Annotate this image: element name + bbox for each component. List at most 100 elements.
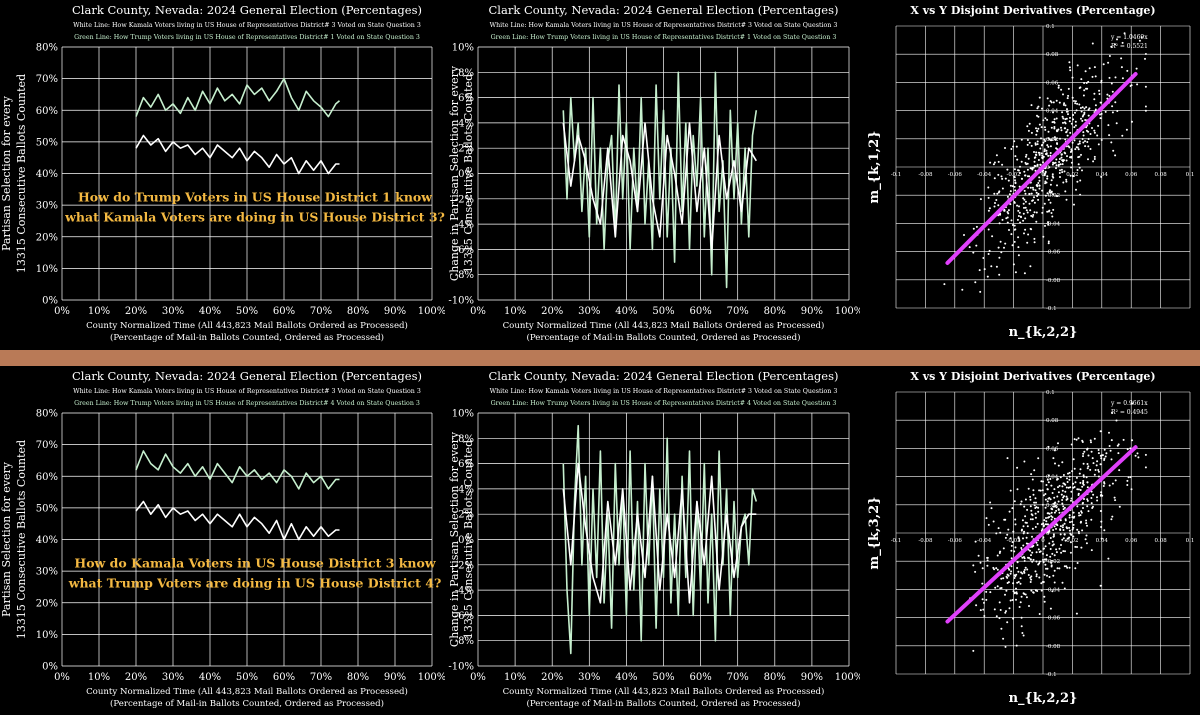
scatter-point xyxy=(1069,69,1072,72)
scatter-point xyxy=(1070,443,1073,446)
chart-title: Clark County, Nevada: 2024 General Elect… xyxy=(489,369,839,383)
scatter-point xyxy=(1079,468,1082,471)
scatter-point xyxy=(1034,570,1037,573)
scatter-point xyxy=(1053,449,1056,452)
scatter-point xyxy=(1090,441,1092,444)
scatter-point xyxy=(1050,179,1053,182)
scatter-point xyxy=(1062,524,1064,527)
scatter-point xyxy=(1019,503,1022,506)
scatter-point xyxy=(1097,449,1100,451)
scatter-point xyxy=(989,501,992,504)
scatter-point xyxy=(1038,489,1041,492)
scatter-point xyxy=(1064,138,1067,141)
scatter-point xyxy=(1062,505,1065,508)
scatter-point xyxy=(1069,541,1072,544)
y-tick-label: -0.1 xyxy=(1046,306,1057,312)
scatter-point xyxy=(1055,117,1058,120)
legend-white: White Line: How Kamala Voters living in … xyxy=(490,22,838,29)
scatter-point xyxy=(1024,174,1026,177)
scatter-point xyxy=(1053,569,1056,572)
scatter-point xyxy=(1048,516,1051,518)
scatter-point xyxy=(1042,119,1045,122)
scatter-point xyxy=(1068,526,1071,529)
scatter-point xyxy=(1093,131,1096,134)
scatter-point xyxy=(1067,486,1070,489)
scatter-point xyxy=(1006,168,1009,171)
scatter-point xyxy=(1010,148,1013,150)
scatter-point xyxy=(1042,536,1045,539)
scatter-point xyxy=(1009,190,1012,193)
scatter-point xyxy=(1110,45,1113,48)
scatter-point xyxy=(1048,104,1051,107)
scatter-point xyxy=(1035,127,1037,130)
scatter-point xyxy=(1046,500,1049,503)
scatter-point xyxy=(1059,476,1062,479)
scatter-point xyxy=(1054,504,1057,507)
scatter-point xyxy=(1100,139,1103,141)
scatter-point xyxy=(1023,189,1026,192)
scatter-point xyxy=(1078,155,1081,158)
scatter-point xyxy=(1015,591,1018,594)
scatter-point xyxy=(1068,66,1071,69)
scatter-point xyxy=(1061,502,1064,505)
y-axis-label: Partisan Selection for every xyxy=(0,461,13,617)
scatter-point xyxy=(1082,482,1084,485)
scatter-point xyxy=(1081,169,1083,172)
scatter-point xyxy=(1026,168,1029,171)
scatter-point xyxy=(1104,110,1107,113)
scatter-point xyxy=(1031,545,1034,548)
scatter-point xyxy=(1083,450,1086,453)
scatter-point xyxy=(986,559,989,562)
scatter-point xyxy=(1063,102,1066,105)
scatter-point xyxy=(1080,511,1083,514)
scatter-point xyxy=(1066,498,1069,501)
scatter-point xyxy=(1118,469,1121,472)
scatter-point xyxy=(1140,36,1143,39)
scatter-point xyxy=(1070,490,1073,493)
scatter-point xyxy=(1085,82,1088,84)
scatter-point xyxy=(1004,147,1006,149)
scatter-point xyxy=(1121,41,1124,44)
scatter-point xyxy=(981,582,984,585)
scatter-point xyxy=(1068,120,1071,123)
scatter-point xyxy=(1031,518,1034,521)
scatter-point xyxy=(1082,134,1085,137)
y-tick-label: 2% xyxy=(458,510,474,521)
y-tick-label: 0.06 xyxy=(1046,80,1059,86)
scatter-point xyxy=(1006,533,1009,536)
scatter-point xyxy=(989,161,992,164)
y-tick-label: 10% xyxy=(452,43,474,54)
scatter-point xyxy=(1108,134,1111,137)
scatter-point xyxy=(1066,110,1069,113)
y-tick-label: 80% xyxy=(36,409,58,420)
scatter-point xyxy=(1085,542,1088,545)
scatter-point xyxy=(1055,137,1058,140)
scatter-point xyxy=(1009,537,1012,540)
scatter-point xyxy=(1045,484,1048,486)
scatter-point xyxy=(990,265,993,268)
scatter-point xyxy=(1063,533,1066,536)
scatter-point xyxy=(986,564,989,567)
scatter-point xyxy=(999,531,1002,534)
scatter-point xyxy=(1033,201,1036,204)
scatter-point xyxy=(1135,67,1138,70)
trend-line xyxy=(945,72,1138,265)
scatter-point xyxy=(1051,175,1054,178)
scatter-point xyxy=(1075,109,1078,112)
scatter-point xyxy=(1049,145,1052,148)
scatter-point xyxy=(1074,111,1076,114)
scatter-point xyxy=(992,163,995,166)
scatter-point xyxy=(1035,133,1038,136)
scatter-point xyxy=(1037,563,1040,566)
scatter-point xyxy=(1114,499,1117,502)
scatter-point xyxy=(1036,143,1039,146)
scatter-point xyxy=(1000,587,1003,589)
scatter-point xyxy=(1013,176,1016,179)
y-tick-label: 40% xyxy=(36,169,58,180)
scatter-point xyxy=(987,228,990,231)
y-tick-label: -4% xyxy=(455,220,474,231)
scatter-point xyxy=(1015,587,1017,590)
scatter-point xyxy=(1019,577,1022,580)
scatter-point xyxy=(1074,481,1077,484)
scatter-point xyxy=(1010,219,1013,222)
